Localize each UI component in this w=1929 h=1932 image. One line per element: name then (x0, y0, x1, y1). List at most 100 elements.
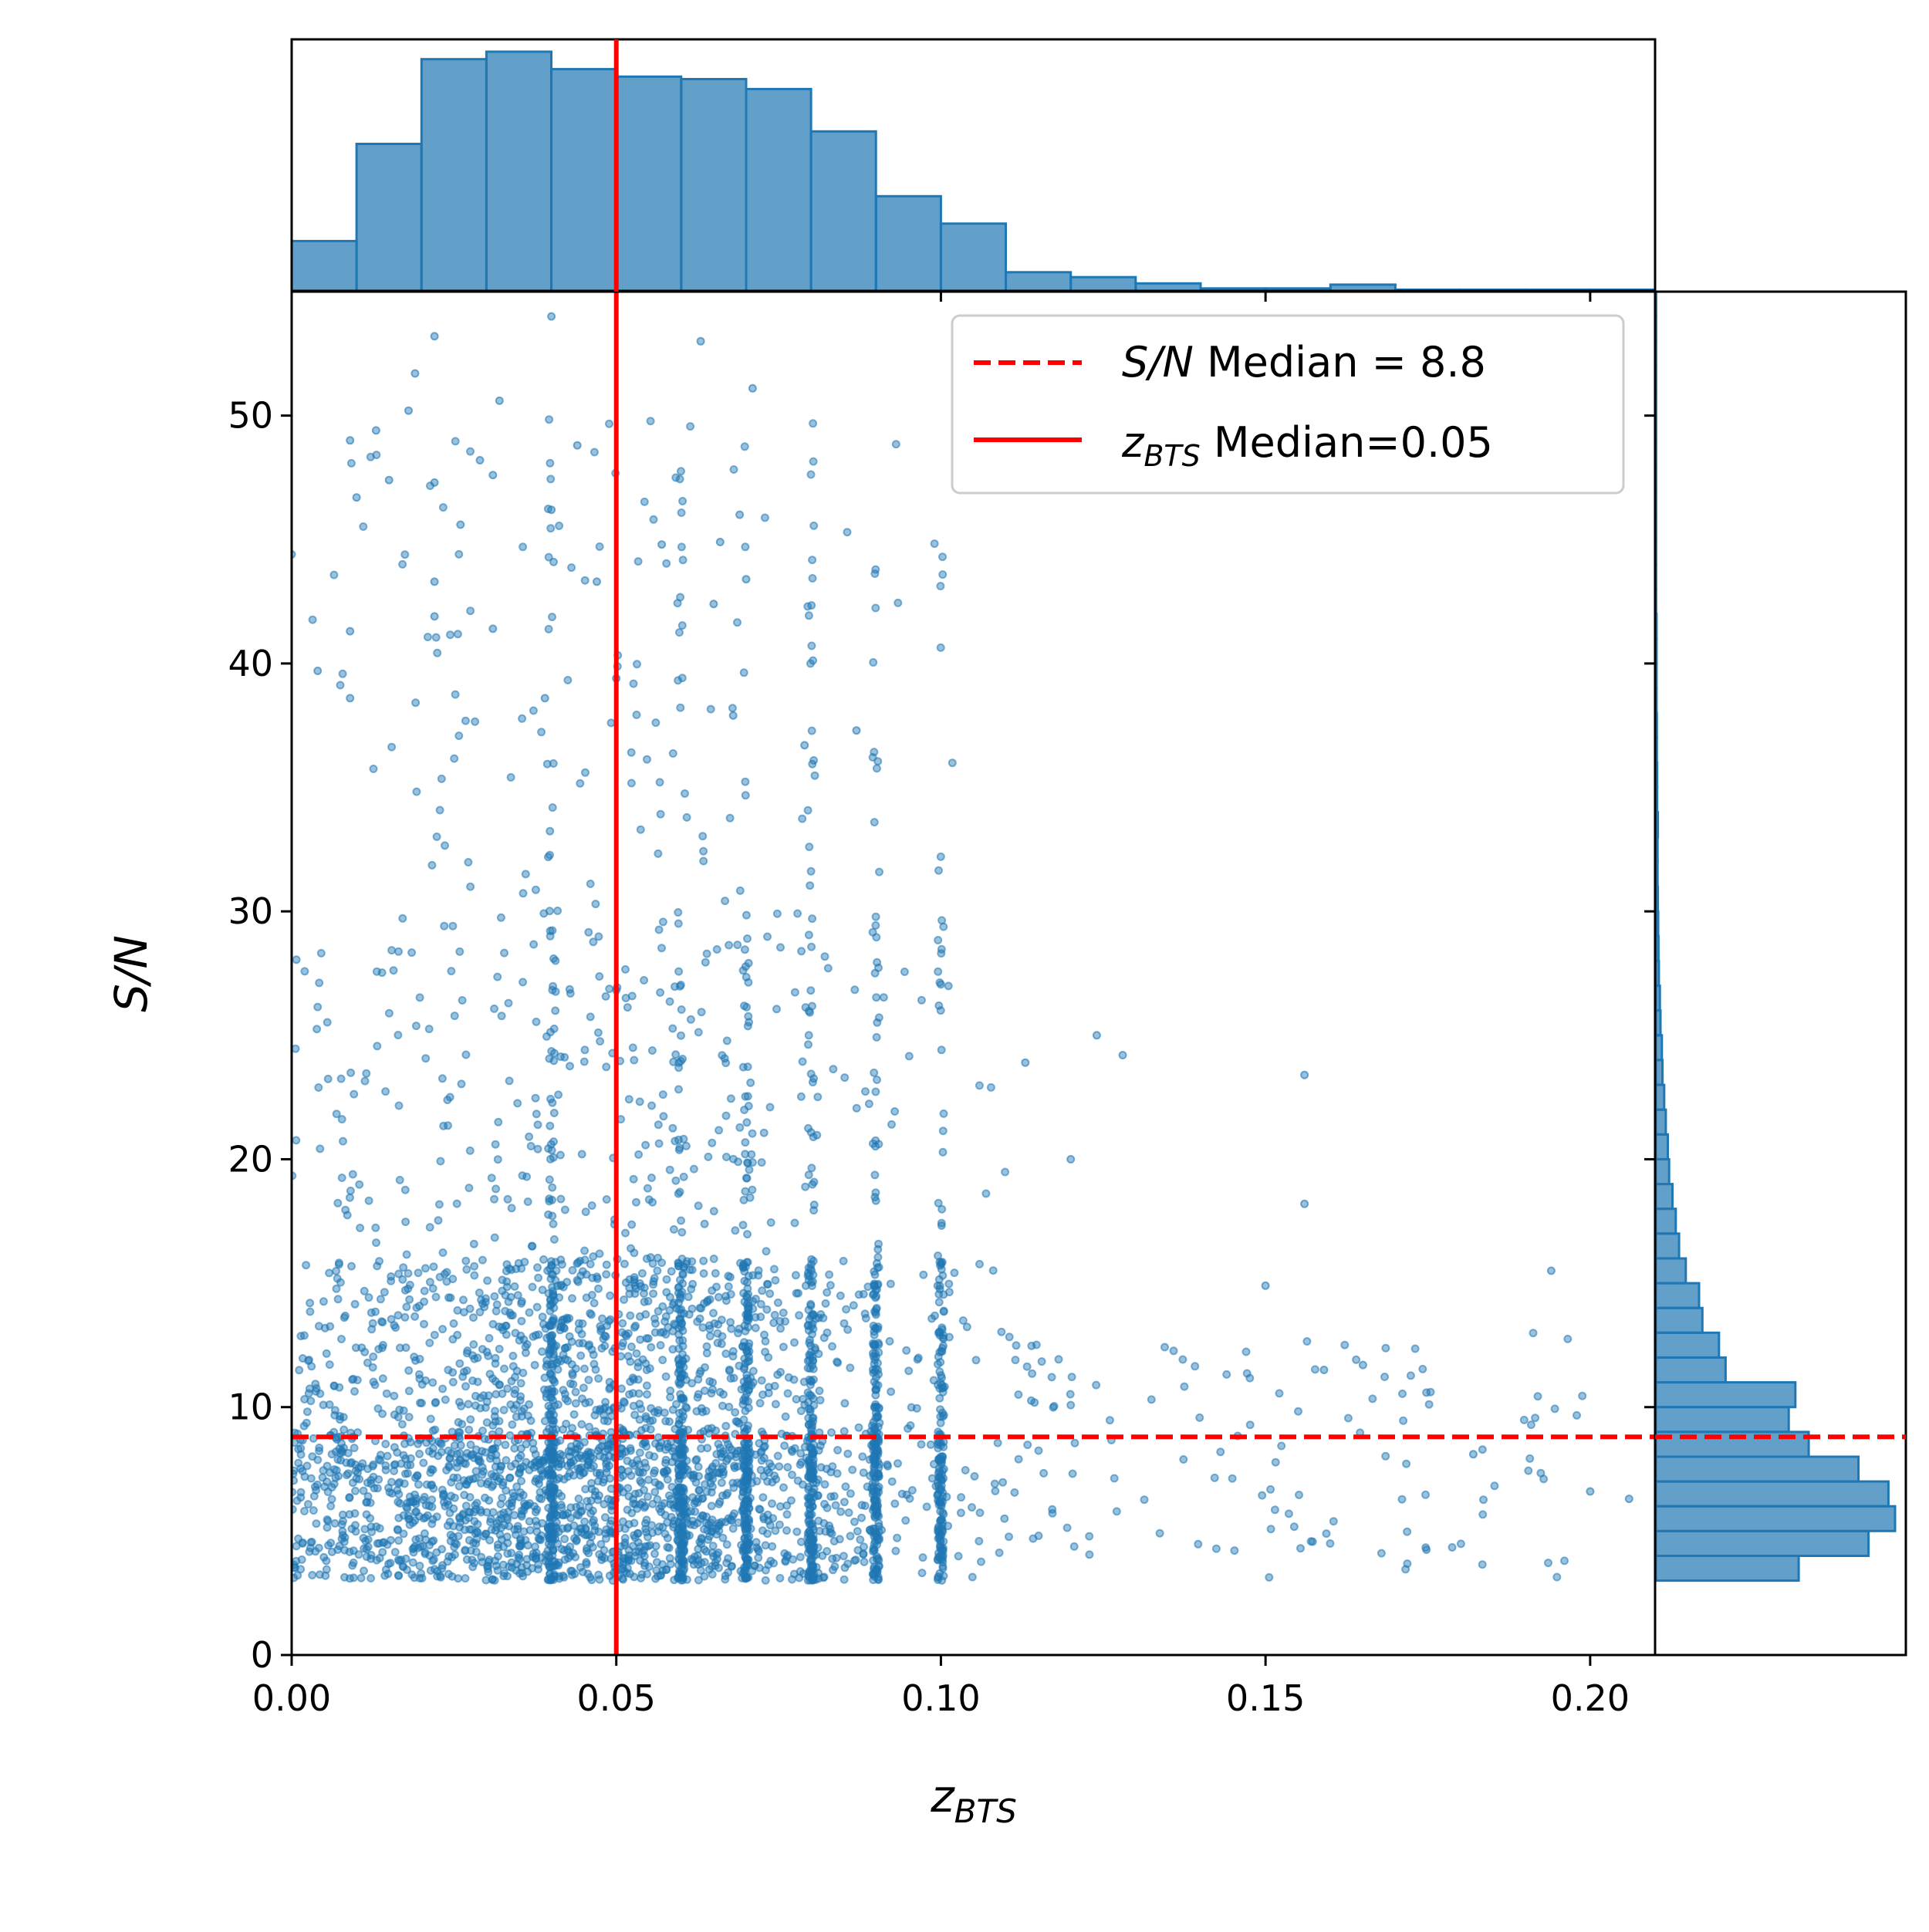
scatter-point (1013, 1342, 1020, 1349)
scatter-point (399, 915, 406, 922)
scatter-point (747, 1194, 754, 1201)
scatter-point (651, 1275, 658, 1282)
scatter-point (745, 1440, 752, 1447)
scatter-point (700, 1258, 707, 1265)
scatter-point (870, 1340, 877, 1347)
scatter-point (562, 1511, 569, 1518)
scatter-point (637, 1575, 644, 1582)
scatter-point (552, 958, 559, 964)
scatter-point (323, 1558, 329, 1565)
scatter-point (359, 1460, 366, 1467)
scatter-point (367, 1499, 374, 1506)
scatter-point (1258, 1492, 1265, 1499)
scatter-point (502, 1322, 509, 1329)
scatter-point (785, 1390, 792, 1397)
scatter-point (434, 833, 441, 840)
scatter-point (695, 1487, 702, 1494)
scatter-point (939, 1258, 946, 1265)
scatter-point (549, 1184, 556, 1191)
scatter-point (417, 994, 424, 1001)
scatter-point (325, 1518, 332, 1525)
scatter-point (463, 1266, 470, 1273)
scatter-point (395, 1414, 402, 1420)
scatter-point (681, 1566, 687, 1572)
scatter-point (619, 1343, 626, 1349)
scatter-point (310, 1435, 317, 1442)
right-histogram-bar (1656, 1308, 1702, 1332)
scatter-point (529, 1284, 536, 1291)
scatter-point (695, 1028, 702, 1035)
scatter-point (630, 681, 637, 687)
scatter-point (302, 1262, 309, 1268)
scatter-point (634, 1530, 641, 1537)
scatter-point (793, 1396, 800, 1403)
scatter-point (691, 1561, 698, 1568)
scatter-point (340, 1138, 346, 1145)
scatter-point (691, 1166, 698, 1173)
scatter-point (872, 605, 879, 612)
scatter-point (488, 1174, 495, 1181)
scatter-point (522, 1459, 529, 1466)
scatter-point (676, 1316, 683, 1323)
scatter-point (810, 1576, 817, 1583)
scatter-point (342, 1207, 349, 1214)
scatter-point (347, 1187, 354, 1194)
scatter-point (630, 1057, 637, 1064)
scatter-point (534, 1264, 541, 1271)
scatter-point (462, 718, 469, 724)
scatter-point (704, 1444, 711, 1451)
scatter-point (1015, 1456, 1022, 1463)
scatter-point (871, 1171, 878, 1178)
scatter-point (660, 918, 667, 925)
scatter-point (650, 1470, 657, 1477)
scatter-point (870, 929, 877, 936)
scatter-point (492, 1557, 498, 1564)
scatter-point (945, 982, 952, 989)
scatter-point (766, 1290, 773, 1297)
scatter-point (360, 1545, 367, 1552)
scatter-point (678, 1229, 685, 1236)
scatter-point (410, 1559, 417, 1566)
scatter-point (1426, 1401, 1433, 1408)
scatter-point (475, 1453, 482, 1460)
right-histogram-bar (1656, 1060, 1663, 1085)
scatter-point (711, 1208, 718, 1214)
scatter-point (781, 1442, 788, 1449)
scatter-point (752, 1562, 758, 1569)
scatter-point (675, 1518, 682, 1525)
scatter-point (1400, 1417, 1407, 1424)
scatter-point (442, 1397, 449, 1403)
scatter-point (506, 1432, 513, 1439)
scatter-point (851, 1518, 858, 1525)
scatter-point (873, 1076, 880, 1083)
scatter-point (573, 1400, 579, 1407)
scatter-point (891, 1500, 898, 1507)
scatter-point (526, 1309, 533, 1316)
scatter-point (450, 1522, 457, 1529)
scatter-point (363, 1070, 370, 1077)
scatter-point (588, 1576, 595, 1583)
scatter-point (647, 417, 654, 424)
scatter-point (775, 1463, 782, 1470)
scatter-point (587, 1013, 594, 1020)
scatter-point (503, 1331, 510, 1338)
scatter-point (438, 775, 445, 782)
scatter-point (704, 1425, 711, 1432)
scatter-point (693, 1408, 700, 1415)
scatter-point (350, 1574, 357, 1581)
scatter-point (816, 1528, 823, 1535)
scatter-point (550, 1138, 557, 1145)
scatter-point (303, 1420, 310, 1427)
scatter-point (712, 1460, 719, 1467)
scatter-point (546, 1123, 553, 1130)
scatter-point (468, 1526, 475, 1533)
scatter-point (737, 1447, 744, 1454)
scatter-point (619, 1320, 626, 1327)
scatter-point (579, 1339, 586, 1346)
scatter-point (931, 1312, 938, 1319)
scatter-point (1231, 1547, 1238, 1554)
scatter-point (812, 1552, 819, 1559)
scatter-point (662, 1331, 669, 1338)
scatter-point (1086, 1551, 1093, 1558)
